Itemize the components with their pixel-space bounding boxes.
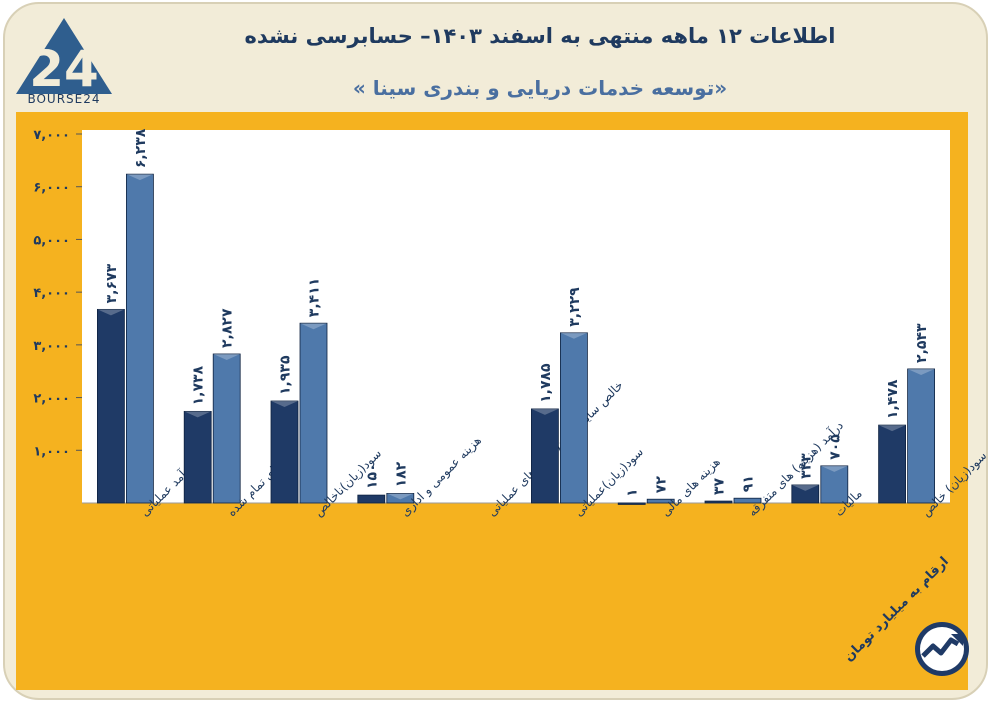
data-label: ۱,۹۳۵ [278,355,294,395]
data-label: ۱ [625,488,641,497]
bar [126,173,154,504]
bar-bevel [300,323,327,330]
bar-bevel [386,493,414,500]
data-label: ۳,۶۷۳ [104,263,120,303]
bar [878,424,906,504]
bar [386,493,415,504]
bar-bevel [560,332,588,339]
bar [617,502,646,505]
bar-bevel [271,400,298,407]
bourse24-logo: 24 [16,18,112,98]
bar [270,400,299,504]
y-tick-label: ۵,۰۰۰ [33,233,70,248]
y-tick-label: ۱,۰۰۰ [33,444,70,459]
data-label: ۲,۸۲۷ [220,308,236,348]
data-label: ۱۵۰ [364,463,380,489]
y-tick-label: ۳,۰۰۰ [33,339,70,354]
data-label: ۳۷ [712,478,728,496]
data-label: ۷۰۵ [827,434,843,460]
bar [646,498,675,504]
bar [791,484,820,504]
bar [357,494,386,504]
y-tick-label: ۶,۰۰۰ [33,181,70,196]
bar-bevel [213,353,241,360]
data-label: ۳۴۳ [798,453,814,479]
data-label: ۹۱ [741,475,757,492]
y-tick-label: ۷,۰۰۰ [33,128,70,143]
y-tick-label: ۲,۰۰۰ [33,392,70,407]
bar [97,308,125,504]
data-label: ۱,۷۸۵ [538,363,554,403]
svg-text:24: 24 [29,40,99,98]
bar-bevel [531,408,559,415]
data-label: ۱,۴۷۸ [885,379,901,419]
data-label: ۲,۵۴۳ [914,323,930,363]
chart-subtitle: «توسعه خدمات دریایی و بندری سینا » [352,76,728,100]
data-label: ۳,۴۱۱ [307,278,323,318]
data-label: ۳,۲۲۹ [567,287,583,327]
bar [820,465,849,504]
chart-title: اطلاعات ۱۲ ماهه منتهی به اسفند ۱۴۰۳– حسا… [244,24,836,48]
bar-bevel [907,368,935,375]
logo-text: BOURSE24 [27,92,101,106]
data-label: ۶,۲۳۸ [133,128,149,168]
data-label: ۱۸۲ [393,461,409,487]
bar [531,408,559,504]
bar [299,322,328,504]
bar [183,410,212,504]
bar-bevel [878,425,906,432]
bar-bevel [184,411,212,418]
bar [560,332,588,504]
bar [733,497,762,504]
bar-bevel [126,174,154,181]
bar [704,500,733,504]
bar-bevel [820,465,848,472]
bar [212,353,241,504]
data-label: ۱,۷۳۸ [191,365,207,405]
bar [907,368,935,504]
bar-bevel [97,309,125,316]
data-label: ۷۲ [654,476,670,494]
y-tick-label: ۴,۰۰۰ [33,286,70,301]
trend-up-icon [915,622,969,676]
bar-bevel [791,484,819,491]
